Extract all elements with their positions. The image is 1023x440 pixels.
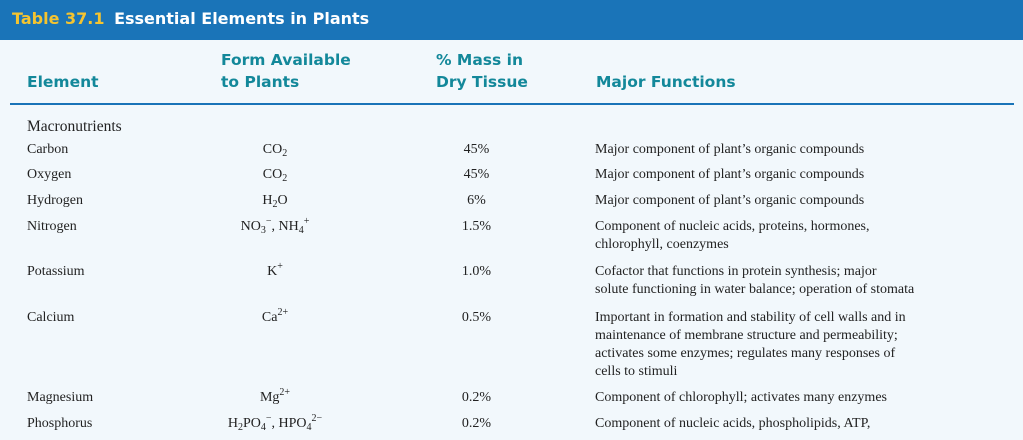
table-title-text: Essential Elements in Plants <box>114 9 370 28</box>
section-label: Macronutrients <box>27 118 122 135</box>
header-mass-line1: % Mass in <box>436 51 524 69</box>
cell-mass: 0.2% <box>461 390 492 405</box>
cell-form: CO2 <box>262 142 288 159</box>
cell-function: Important in formation and stability of … <box>595 310 906 325</box>
cell-function: Major component of plant’s organic compo… <box>595 167 865 182</box>
cell-element: Magnesium <box>27 390 94 405</box>
cell-mass: 1.0% <box>461 264 492 279</box>
cell-function: chlorophyll, coenzymes <box>595 237 729 252</box>
cell-form: H2O <box>262 193 288 210</box>
cell-element: Phosphorus <box>27 416 93 431</box>
cell-element: Calcium <box>27 310 75 325</box>
cell-form: Mg2+ <box>259 387 291 406</box>
cell-element: Potassium <box>27 264 85 279</box>
cell-element: Hydrogen <box>27 193 83 208</box>
cell-function: Component of chlorophyll; activates many… <box>595 390 887 405</box>
cell-mass: 6% <box>467 193 486 208</box>
cell-function: Cofactor that functions in protein synth… <box>595 264 877 279</box>
cell-form: K+ <box>267 261 283 280</box>
cell-mass: 0.2% <box>461 416 492 431</box>
cell-function: Major component of plant’s organic compo… <box>595 193 865 208</box>
cell-element: Nitrogen <box>27 219 77 234</box>
cell-function: maintenance of membrane structure and pe… <box>595 328 898 343</box>
cell-mass: 45% <box>463 167 490 182</box>
cell-form: NO3−, NH4+ <box>240 216 310 236</box>
header-form-line1: Form Available <box>221 51 351 69</box>
title-bar: Table 37.1 Essential Elements in Plants <box>0 0 1023 40</box>
cell-function: Component of nucleic acids, phospholipid… <box>595 416 871 431</box>
cell-function: Major component of plant’s organic compo… <box>595 142 865 157</box>
cell-mass: 0.5% <box>461 310 492 325</box>
cell-mass: 45% <box>463 142 490 157</box>
cell-form: Ca2+ <box>261 307 289 326</box>
cell-function: Component of nucleic acids, proteins, ho… <box>595 219 870 234</box>
header-form-line2: to Plants <box>221 73 300 91</box>
cell-form: CO2 <box>262 167 288 184</box>
table-title: Table 37.1 Essential Elements in Plants <box>12 9 369 28</box>
table-number: Table 37.1 <box>12 9 105 28</box>
cell-element: Oxygen <box>27 167 72 182</box>
header-mass-line2: Dry Tissue <box>436 73 528 91</box>
cell-function: solute functioning in water balance; ope… <box>595 282 915 297</box>
header-rule <box>10 103 1014 105</box>
header-functions: Major Functions <box>596 73 736 91</box>
cell-function: cells to stimuli <box>595 364 678 379</box>
cell-element: Carbon <box>27 142 69 157</box>
header-element: Element <box>27 73 99 91</box>
cell-function: activates some enzymes; regulates many r… <box>595 346 896 361</box>
cell-mass: 1.5% <box>461 219 492 234</box>
cell-form: H2PO4−, HPO42− <box>227 413 323 433</box>
